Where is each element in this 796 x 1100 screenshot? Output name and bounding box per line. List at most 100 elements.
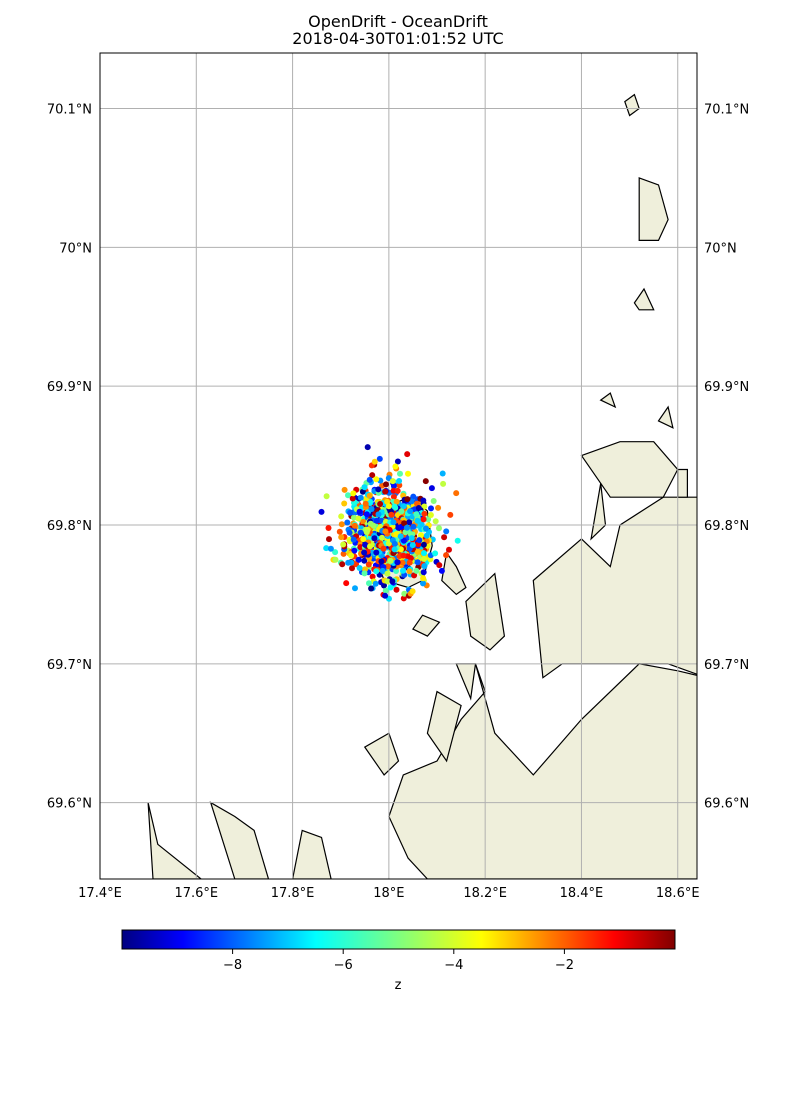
particle — [420, 541, 427, 548]
particle — [390, 493, 397, 500]
particle — [435, 504, 442, 511]
land-polygon — [412, 614, 441, 637]
particle — [407, 555, 414, 562]
particle — [361, 484, 368, 491]
particle — [398, 508, 405, 515]
particle — [352, 585, 358, 592]
land-polygon — [633, 287, 655, 311]
particle — [364, 444, 371, 451]
particle — [414, 517, 421, 524]
particle — [355, 515, 362, 522]
colorbar-label: z — [395, 978, 402, 993]
land-polygon — [599, 392, 617, 409]
particle — [367, 520, 374, 527]
particle — [357, 529, 364, 536]
particle — [357, 494, 364, 501]
particle — [443, 552, 450, 559]
particle — [382, 488, 389, 495]
particle — [344, 519, 351, 526]
lon-tick-label: 18.4°E — [560, 886, 604, 901]
particle — [338, 521, 345, 528]
colorbar-tick-label: −6 — [334, 958, 353, 973]
land-polygon — [291, 829, 332, 879]
particle — [414, 559, 421, 566]
lon-tick-label: 18°E — [373, 886, 404, 901]
particle — [400, 503, 407, 510]
particle — [369, 472, 376, 479]
particle — [443, 528, 450, 535]
particle — [363, 529, 370, 536]
lat-tick-label-left: 69.8°N — [47, 519, 92, 534]
particle — [347, 509, 354, 516]
particle — [425, 516, 432, 523]
particle — [336, 528, 343, 535]
particle — [396, 478, 403, 484]
particle — [428, 485, 435, 492]
particle — [353, 561, 360, 568]
particle — [401, 590, 408, 597]
particle — [384, 563, 391, 570]
particle — [375, 486, 382, 493]
particle — [355, 556, 362, 563]
particle — [415, 505, 422, 511]
lon-tick-label: 18.2°E — [463, 886, 507, 901]
land-polygon — [426, 690, 462, 763]
particle — [404, 451, 411, 458]
particle — [407, 508, 414, 515]
particle — [361, 549, 368, 556]
particle — [400, 537, 407, 544]
particle — [382, 528, 389, 535]
particle — [338, 534, 345, 541]
particle — [401, 520, 408, 527]
particle — [399, 559, 406, 566]
particle — [447, 511, 454, 518]
particle — [411, 572, 418, 579]
particle — [405, 470, 411, 477]
particle — [366, 580, 372, 587]
particle — [427, 512, 434, 518]
particle — [382, 587, 389, 594]
particle — [345, 492, 351, 499]
particle — [371, 458, 378, 465]
particle — [340, 541, 347, 548]
particle — [391, 540, 398, 547]
particle — [323, 493, 330, 500]
particle — [422, 478, 429, 485]
particle — [428, 505, 434, 512]
particle — [446, 546, 452, 553]
particle — [382, 592, 389, 599]
land-polygon — [677, 468, 689, 498]
particle — [375, 511, 382, 518]
land-polygon — [209, 801, 270, 879]
particle — [421, 555, 428, 562]
particle — [438, 567, 445, 574]
particle — [378, 558, 385, 565]
particle — [409, 588, 416, 595]
lat-tick-label-left: 69.7°N — [47, 658, 92, 673]
particle — [346, 529, 353, 536]
particle — [349, 565, 355, 572]
particle — [338, 513, 345, 520]
particle — [383, 481, 389, 488]
particle — [391, 503, 398, 510]
particle — [420, 569, 427, 576]
particle — [400, 567, 406, 574]
particle — [413, 567, 420, 574]
particle — [325, 525, 332, 531]
particle — [410, 523, 417, 530]
particle — [397, 470, 403, 477]
particle — [436, 562, 443, 569]
particle — [384, 578, 391, 585]
particle — [400, 595, 407, 602]
lat-tick-label-right: 69.6°N — [704, 797, 749, 812]
particle — [397, 533, 404, 540]
lat-tick-label-left: 69.6°N — [47, 797, 92, 812]
particle — [373, 549, 380, 556]
lat-tick-label-left: 70°N — [59, 241, 92, 256]
particle — [318, 508, 325, 515]
particle — [345, 559, 352, 566]
particle — [423, 525, 429, 532]
particle — [420, 516, 427, 523]
particle — [369, 573, 376, 580]
particle — [387, 584, 394, 591]
